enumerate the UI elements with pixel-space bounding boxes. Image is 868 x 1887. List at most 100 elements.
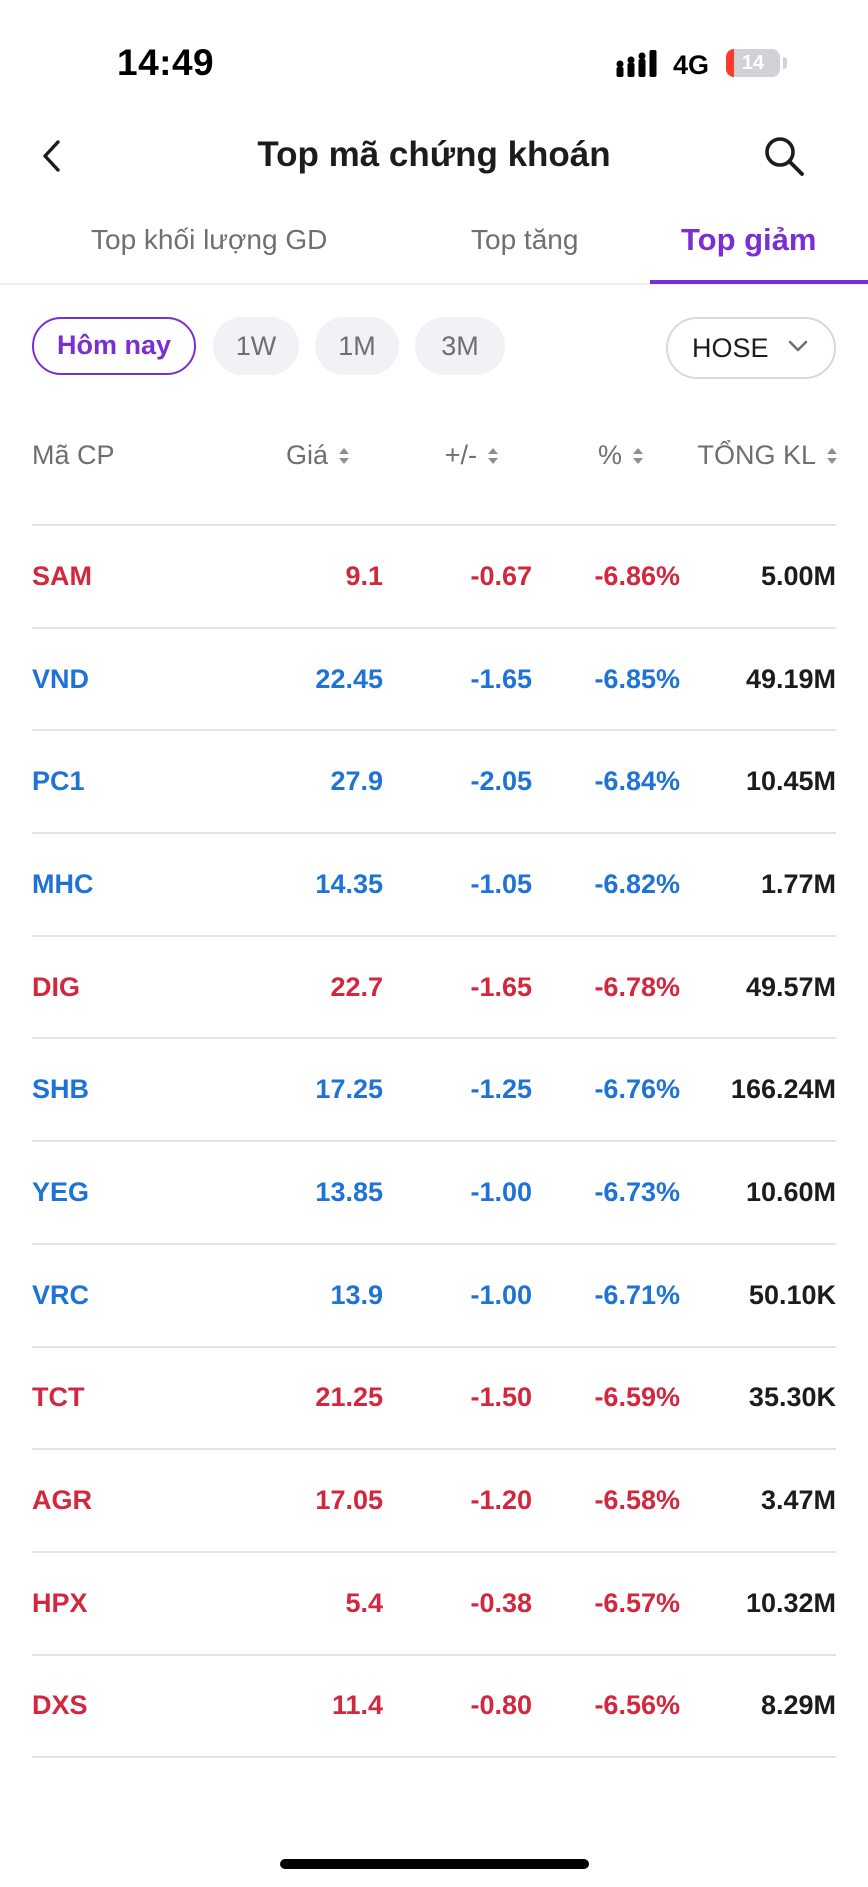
table-row[interactable]: MHC 14.35 -1.05 -6.82% 1.77M bbox=[32, 834, 836, 937]
table-row[interactable]: PC1 27.9 -2.05 -6.84% 10.45M bbox=[32, 731, 836, 835]
stock-price: 13.9 bbox=[330, 1279, 383, 1310]
stock-volume: 49.19M bbox=[745, 663, 836, 694]
stock-symbol: VND bbox=[32, 663, 90, 694]
column-label-volume: TỔNG KL bbox=[697, 440, 816, 470]
stock-price: 22.45 bbox=[315, 663, 383, 694]
tab-bar: Top khối lượng GD Top tăng Top giảm bbox=[0, 210, 868, 285]
stock-percent: -6.73% bbox=[594, 1176, 680, 1207]
table-row[interactable]: VRC 13.9 -1.00 -6.71% 50.10K bbox=[32, 1245, 836, 1348]
cellular-signal-icon bbox=[616, 50, 657, 77]
stock-percent: -6.58% bbox=[594, 1485, 680, 1516]
stock-percent: -6.86% bbox=[594, 560, 680, 591]
stock-symbol: PC1 bbox=[32, 766, 85, 797]
column-header-change[interactable]: +/- bbox=[445, 440, 499, 471]
stock-percent: -6.78% bbox=[594, 971, 680, 1002]
column-label-percent: % bbox=[597, 440, 622, 470]
filter-3m[interactable]: 3M bbox=[415, 317, 505, 375]
stock-price: 9.1 bbox=[345, 560, 383, 591]
column-header-price[interactable]: Giá bbox=[286, 440, 350, 471]
stock-change: -0.38 bbox=[470, 1587, 532, 1618]
stock-change: -1.65 bbox=[470, 663, 532, 694]
stock-change: -1.00 bbox=[470, 1176, 532, 1207]
tab-top-gainers[interactable]: Top tăng bbox=[471, 224, 579, 255]
stock-symbol: SAM bbox=[32, 560, 92, 591]
page-title: Top mã chứng khoán bbox=[257, 135, 611, 174]
stock-price: 13.85 bbox=[315, 1176, 383, 1207]
stock-change: -0.67 bbox=[470, 560, 532, 591]
stock-percent: -6.76% bbox=[594, 1074, 680, 1105]
table-row[interactable]: AGR 17.05 -1.20 -6.58% 3.47M bbox=[32, 1450, 836, 1553]
table-row[interactable]: VND 22.45 -1.65 -6.85% 49.19M bbox=[32, 629, 836, 732]
exchange-dropdown[interactable]: HOSE bbox=[666, 317, 836, 379]
back-button[interactable] bbox=[30, 128, 74, 184]
table-row[interactable]: YEG 13.85 -1.00 -6.73% 10.60M bbox=[32, 1142, 836, 1245]
table-row[interactable]: DIG 22.7 -1.65 -6.78% 49.57M bbox=[32, 937, 836, 1040]
filter-today[interactable]: Hôm nay bbox=[32, 317, 196, 375]
battery-percent: 14 bbox=[741, 52, 765, 74]
stock-price: 17.25 bbox=[315, 1074, 383, 1105]
tab-top-losers[interactable]: Top giảm bbox=[681, 222, 817, 257]
chevron-left-icon bbox=[43, 140, 60, 172]
column-label-change: +/- bbox=[444, 440, 477, 470]
stock-change: -1.20 bbox=[470, 1485, 532, 1516]
search-icon bbox=[765, 137, 804, 176]
stock-volume: 3.47M bbox=[760, 1485, 836, 1516]
home-indicator bbox=[280, 1859, 589, 1869]
battery-level-fill bbox=[726, 49, 734, 77]
stock-volume: 8.29M bbox=[760, 1690, 836, 1721]
sort-icon bbox=[339, 447, 349, 464]
battery-cap bbox=[783, 57, 787, 69]
stock-price: 21.25 bbox=[315, 1382, 383, 1413]
status-time: 14:49 bbox=[117, 42, 215, 83]
search-button[interactable] bbox=[758, 130, 810, 182]
stock-percent: -6.84% bbox=[594, 766, 680, 797]
stock-price: 11.4 bbox=[331, 1690, 383, 1721]
battery-icon: 14 bbox=[726, 49, 780, 77]
column-header-symbol: Mã CP bbox=[32, 440, 115, 471]
stock-percent: -6.57% bbox=[594, 1587, 680, 1618]
stock-price: 17.05 bbox=[315, 1485, 383, 1516]
stock-volume: 10.45M bbox=[745, 766, 836, 797]
table-row[interactable]: SAM 9.1 -0.67 -6.86% 5.00M bbox=[32, 526, 836, 629]
stock-percent: -6.56% bbox=[594, 1690, 680, 1721]
exchange-value: HOSE bbox=[692, 333, 769, 363]
stock-price: 27.9 bbox=[330, 766, 383, 797]
column-header-volume[interactable]: TỔNG KL bbox=[697, 440, 838, 471]
stock-volume: 10.60M bbox=[745, 1176, 836, 1207]
stock-percent: -6.85% bbox=[594, 663, 680, 694]
stock-list: SAM 9.1 -0.67 -6.86% 5.00M VND 22.45 -1.… bbox=[32, 526, 836, 1759]
stock-percent: -6.71% bbox=[594, 1279, 680, 1310]
stock-symbol: HPX bbox=[32, 1587, 88, 1618]
sort-icon bbox=[633, 447, 643, 464]
column-label-price: Giá bbox=[285, 440, 328, 470]
stock-volume: 10.32M bbox=[745, 1587, 836, 1618]
table-row[interactable]: TCT 21.25 -1.50 -6.59% 35.30K bbox=[32, 1348, 836, 1451]
stock-symbol: MHC bbox=[32, 868, 94, 899]
stock-percent: -6.82% bbox=[594, 868, 680, 899]
stock-symbol: TCT bbox=[32, 1382, 85, 1413]
table-row[interactable]: HPX 5.4 -0.38 -6.57% 10.32M bbox=[32, 1553, 836, 1656]
filter-1w[interactable]: 1W bbox=[213, 317, 299, 375]
stock-change: -1.50 bbox=[470, 1382, 532, 1413]
stock-change: -1.25 bbox=[470, 1074, 532, 1105]
stock-symbol: SHB bbox=[32, 1074, 90, 1105]
stock-price: 5.4 bbox=[345, 1587, 383, 1618]
network-type: 4G bbox=[673, 50, 710, 80]
status-bar: 14:49 4G 14 bbox=[0, 0, 868, 120]
column-header-percent[interactable]: % bbox=[598, 440, 644, 471]
stock-change: -1.05 bbox=[470, 868, 532, 899]
filter-1m[interactable]: 1M bbox=[315, 317, 399, 375]
stock-symbol: VRC bbox=[32, 1279, 90, 1310]
stock-price: 22.7 bbox=[330, 971, 383, 1002]
sort-icon bbox=[488, 447, 498, 464]
table-row[interactable]: DXS 11.4 -0.80 -6.56% 8.29M bbox=[32, 1656, 836, 1759]
table-row[interactable]: SHB 17.25 -1.25 -6.76% 166.24M bbox=[32, 1039, 836, 1143]
tab-top-volume[interactable]: Top khối lượng GD bbox=[91, 224, 328, 255]
stock-volume: 49.57M bbox=[745, 971, 836, 1002]
sort-icon bbox=[827, 447, 837, 464]
stock-percent: -6.59% bbox=[594, 1382, 680, 1413]
stock-change: -1.65 bbox=[470, 971, 532, 1002]
stock-symbol: YEG bbox=[32, 1176, 90, 1207]
stock-change: -1.00 bbox=[470, 1279, 532, 1310]
stock-volume: 5.00M bbox=[760, 560, 836, 591]
